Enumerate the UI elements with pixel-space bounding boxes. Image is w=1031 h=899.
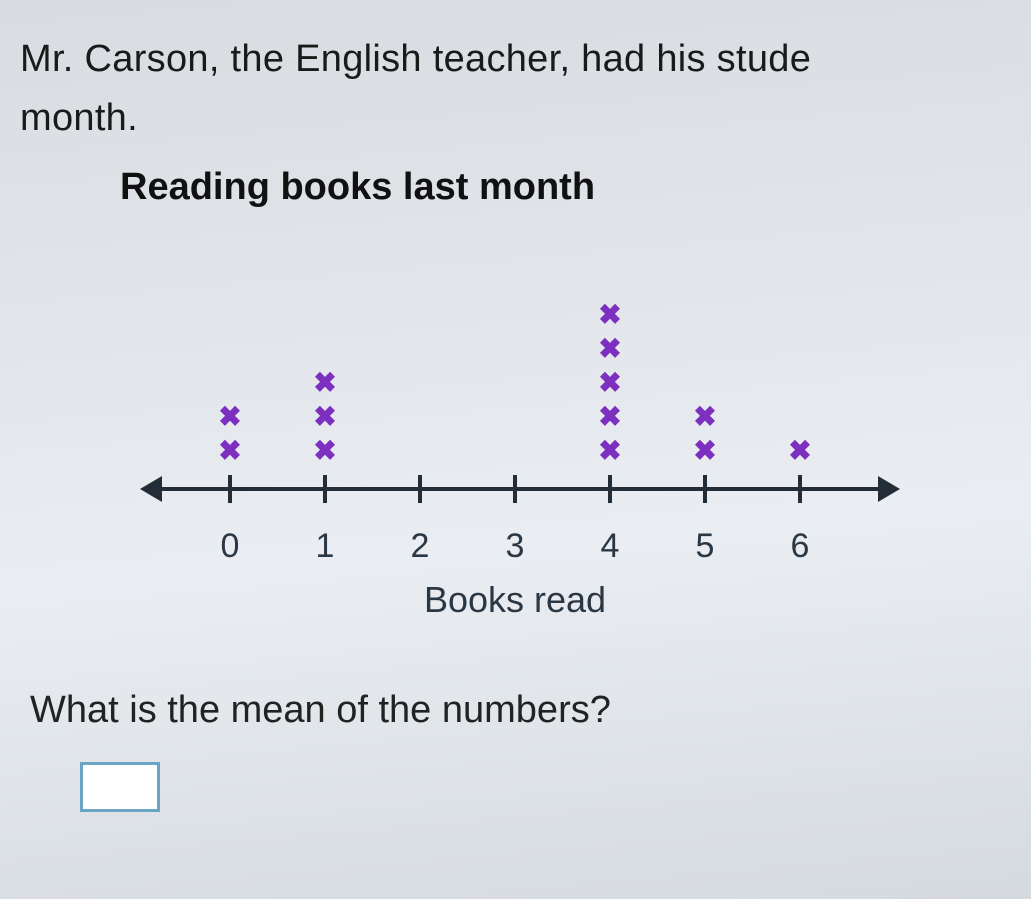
data-mark-icon: ✖ [693, 437, 716, 465]
tick-label: 0 [221, 527, 240, 566]
axis-tick [798, 475, 802, 503]
data-mark-icon: ✖ [218, 403, 241, 431]
data-mark-icon: ✖ [313, 369, 336, 397]
axis-tick [418, 475, 422, 503]
axis-tick [323, 475, 327, 503]
intro-text: Mr. Carson, the English teacher, had his… [20, 30, 1011, 148]
axis-tick [228, 475, 232, 503]
data-mark-icon: ✖ [598, 301, 621, 329]
axis-tick [608, 475, 612, 503]
axis-arrow-left-icon [140, 476, 162, 502]
chart-title: Reading books last month [120, 166, 1011, 209]
dot-plot: 0 ✖ ✖ 1 ✖ ✖ ✖ 2 3 4 ✖ ✖ ✖ ✖ ✖ 5 ✖ ✖ 6 ✖ Books read [140, 249, 900, 619]
x-axis-label: Books read [424, 579, 606, 621]
axis-tick [703, 475, 707, 503]
tick-label: 3 [506, 527, 525, 566]
intro-line1: Mr. Carson, the English teacher, had his… [20, 38, 811, 80]
axis-tick [513, 475, 517, 503]
data-mark-icon: ✖ [598, 437, 621, 465]
axis-line [160, 487, 880, 491]
intro-line2: month. [20, 97, 138, 139]
data-mark-icon: ✖ [598, 335, 621, 363]
tick-label: 4 [601, 527, 620, 566]
tick-label: 5 [696, 527, 715, 566]
data-mark-icon: ✖ [598, 403, 621, 431]
data-mark-icon: ✖ [313, 437, 336, 465]
answer-input-box[interactable] [80, 762, 160, 812]
data-mark-icon: ✖ [788, 437, 811, 465]
data-mark-icon: ✖ [313, 403, 336, 431]
data-mark-icon: ✖ [693, 403, 716, 431]
data-mark-icon: ✖ [218, 437, 241, 465]
tick-label: 6 [791, 527, 810, 566]
question-text: What is the mean of the numbers? [30, 689, 1011, 732]
tick-label: 1 [316, 527, 335, 566]
axis-arrow-right-icon [878, 476, 900, 502]
data-mark-icon: ✖ [598, 369, 621, 397]
tick-label: 2 [411, 527, 430, 566]
